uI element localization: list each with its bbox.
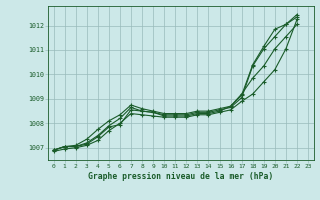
X-axis label: Graphe pression niveau de la mer (hPa): Graphe pression niveau de la mer (hPa): [88, 172, 273, 181]
